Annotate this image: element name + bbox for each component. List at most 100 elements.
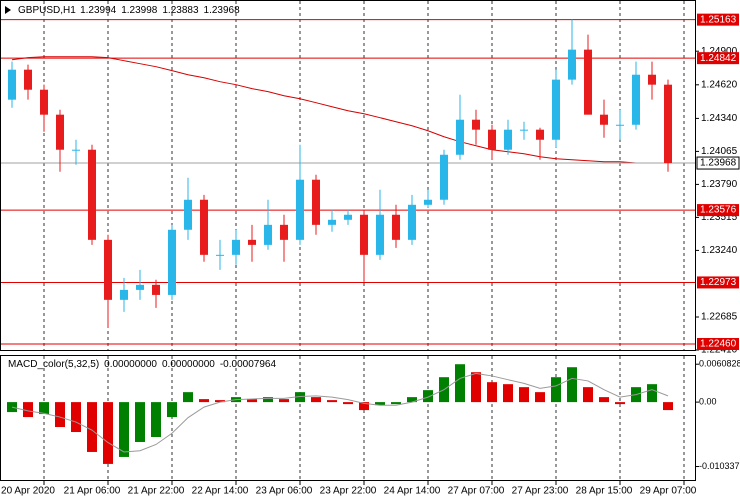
macd-bar: [583, 387, 593, 403]
candle-body: [632, 74, 640, 125]
macd-bar: [615, 402, 625, 405]
macd-bar: [119, 402, 129, 457]
macd-bar: [247, 399, 257, 403]
level-label: 1.22973: [700, 277, 737, 288]
candle-body: [648, 74, 656, 85]
candle-body: [8, 69, 16, 100]
level-label: 1.25163: [700, 14, 737, 25]
macd-bar: [39, 402, 49, 415]
candle-body: [152, 284, 160, 295]
macd-bar: [151, 402, 161, 438]
y-tick-label: -0.0103377: [699, 461, 740, 471]
candle-body: [376, 214, 384, 255]
signal-line: [11, 372, 669, 453]
bar-readout: 1.23998: [121, 5, 158, 16]
y-tick-label: 1.24065: [701, 146, 738, 157]
y-tick-label: 1.22410: [701, 345, 738, 356]
x-tick-label: 29 Apr 07:00: [640, 486, 697, 497]
level-label-box: [697, 13, 739, 26]
macd-bar: [135, 402, 145, 442]
candle-body: [248, 239, 256, 245]
macd-bar: [263, 397, 273, 403]
header-icon: [5, 6, 11, 14]
indicator-readout: 0.00000000: [162, 359, 215, 370]
candle-body: [120, 289, 128, 300]
macd-bar: [503, 384, 513, 403]
macd-bar: [519, 387, 529, 403]
y-tick-label: 0.0060828: [699, 359, 740, 369]
macd-bar: [343, 402, 353, 405]
y-tick-label: 1.23515: [701, 212, 738, 223]
candle-body: [136, 284, 144, 290]
macd-bar: [599, 397, 609, 403]
macd-bar: [183, 392, 193, 403]
y-tick-label: 1.24900: [701, 46, 738, 57]
macd-panel: [0, 355, 696, 481]
macd-bar: [455, 364, 465, 403]
level-label: 1.24842: [700, 53, 737, 64]
bar-readout: 1.23968: [204, 5, 241, 16]
y-tick-label: 1.23240: [701, 245, 738, 256]
current-price-label: 1.23968: [700, 158, 737, 169]
moving-average: [11, 56, 668, 164]
macd-bar: [375, 402, 385, 406]
macd-bar: [55, 402, 65, 428]
candle-body: [504, 129, 512, 150]
candle-body: [56, 114, 64, 150]
macd-bar: [407, 397, 417, 403]
y-tick-label: 1.22685: [701, 312, 738, 323]
indicator-readout: 0.00000000: [104, 359, 157, 370]
macd-bar: [71, 402, 81, 433]
candle-body: [440, 154, 448, 200]
macd-bar: [327, 400, 337, 403]
y-tick-label: 1.24620: [701, 79, 738, 90]
indicator-readout: -0.00007964: [220, 359, 277, 370]
y-tick-label: 1.23790: [701, 179, 738, 190]
macd-bar: [535, 392, 545, 403]
candle-body: [72, 149, 80, 151]
x-tick-label: 22 Apr 14:00: [192, 486, 249, 497]
x-tick-label: 21 Apr 22:00: [128, 486, 185, 497]
macd-bar: [215, 400, 225, 403]
macd-bar: [167, 402, 177, 418]
candle-body: [88, 149, 96, 240]
candle-body: [24, 69, 32, 90]
y-tick-label: 0.00: [699, 396, 717, 406]
candle-body: [424, 199, 432, 205]
candle-body: [200, 199, 208, 255]
level-label-box: [697, 338, 739, 350]
candle-body: [344, 214, 352, 220]
macd-bar: [551, 377, 561, 403]
candle-body: [520, 129, 528, 131]
main-panel: [0, 0, 696, 351]
level-label-box: [697, 204, 739, 217]
macd-bar: [423, 390, 433, 403]
candle-body: [40, 89, 48, 115]
candle-body: [408, 204, 416, 240]
level-label-box: [697, 276, 739, 289]
candle-body: [264, 224, 272, 245]
candle-body: [616, 124, 624, 126]
macd-bar: [359, 402, 369, 411]
bar-readout: 1.23883: [162, 5, 199, 16]
candle-body: [472, 119, 480, 130]
macd-bar: [487, 382, 497, 403]
macd-bar: [295, 392, 305, 403]
x-tick-label: 20 Apr 2020: [1, 486, 55, 497]
level-label: 1.22460: [700, 339, 737, 350]
macd-header: MACD_color(5,32,5) 0.00000000 0.00000000 -0…: [8, 359, 276, 370]
x-tick-label: 27 Apr 23:00: [512, 486, 569, 497]
symbol: GBPUSD,H1: [18, 5, 76, 16]
candle-body: [392, 214, 400, 240]
candle-body: [488, 129, 496, 150]
candle-body: [456, 119, 464, 155]
bar-readout: 1.23994: [80, 5, 117, 16]
macd-bar: [87, 402, 97, 452]
candle-body: [568, 49, 576, 80]
macd-bar: [663, 402, 673, 411]
macd-bar: [647, 384, 657, 403]
symbol-header: GBPUSD,H1 1.23994 1.23998 1.23883 1.23968: [18, 5, 240, 16]
x-tick-label: 24 Apr 14:00: [384, 486, 441, 497]
indicator-name: MACD_color(5,32,5): [8, 359, 99, 370]
